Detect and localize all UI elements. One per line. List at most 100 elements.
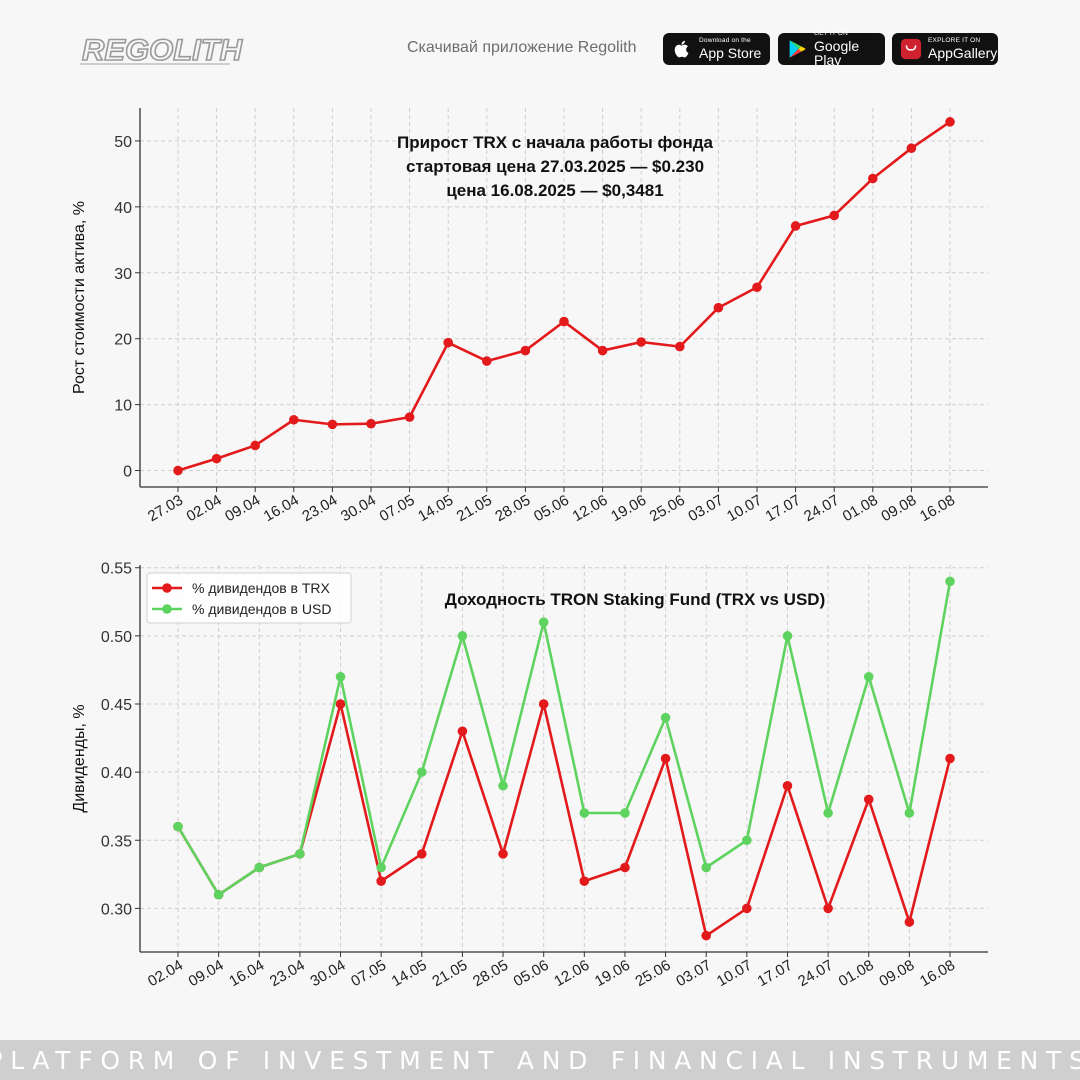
y-tick-label: 0.45 — [101, 697, 132, 714]
x-tick-label: 17.07 — [754, 957, 795, 990]
svg-text:REGOLITH: REGOLITH — [82, 34, 243, 67]
data-point — [782, 780, 793, 791]
x-tick-label: 10.07 — [714, 957, 755, 990]
data-point — [701, 862, 712, 873]
huawei-appgallery-icon — [900, 38, 922, 60]
data-point — [254, 862, 265, 873]
tagline: Скачивай приложение Regolith — [407, 39, 637, 56]
x-tick-label: 12.06 — [551, 957, 592, 990]
x-tick-label: 24.07 — [795, 957, 836, 990]
x-tick-label: 27.03 — [145, 492, 186, 525]
data-point — [660, 712, 671, 723]
apple-icon — [674, 40, 689, 58]
x-tick-label: 02.04 — [145, 957, 186, 990]
y-tick-label: 40 — [114, 200, 132, 217]
x-tick-label: 05.06 — [531, 492, 572, 525]
legend-label: % дивидендов в USD — [192, 601, 331, 617]
data-point — [701, 930, 712, 941]
data-point — [790, 221, 801, 231]
store-small-label: GET IT ON — [814, 29, 849, 37]
data-point — [823, 808, 833, 818]
series-1 — [173, 117, 955, 476]
header: REGOLITH Скачивай приложение Regolith Do… — [0, 0, 1080, 100]
data-point — [335, 671, 346, 682]
data-point — [713, 302, 724, 313]
x-tick-label: 25.06 — [633, 957, 674, 990]
x-tick-label: 21.05 — [454, 492, 495, 525]
data-point — [376, 876, 386, 886]
data-point — [597, 345, 608, 356]
store-small-label: EXPLORE IT ON — [928, 36, 981, 44]
data-point — [366, 418, 376, 429]
appgallery-button[interactable]: EXPLORE IT ON AppGallery — [892, 33, 998, 65]
legend-label: % дивидендов в TRX — [192, 580, 331, 596]
data-point — [863, 794, 874, 805]
y-tick-label: 50 — [114, 134, 132, 151]
y-tick-label: 0.30 — [101, 901, 132, 918]
data-point — [482, 356, 492, 366]
x-tick-label: 28.05 — [492, 492, 533, 525]
regolith-logo[interactable]: REGOLITH — [80, 26, 255, 70]
x-tick-label: 03.07 — [673, 957, 714, 990]
legend-swatch-marker — [162, 604, 172, 614]
series-2 — [173, 576, 955, 900]
y-tick-label: 0.35 — [101, 833, 132, 850]
chart-1: 0 10 20 30 40 50 27.0302.0409.0416.0423.0430.0… — [71, 108, 988, 525]
x-tick-label: 14.05 — [415, 492, 456, 525]
x-tick-label: 09.08 — [878, 492, 919, 525]
x-tick-label: 19.06 — [608, 492, 649, 525]
x-tick-label: 01.08 — [836, 957, 877, 990]
data-point — [823, 903, 833, 914]
store-small-label: Download on the — [699, 36, 751, 44]
data-point — [620, 862, 630, 873]
data-point — [498, 849, 508, 859]
data-point — [520, 345, 531, 356]
data-point — [173, 821, 183, 832]
x-tick-label: 02.04 — [184, 492, 225, 525]
google-play-button[interactable]: GET IT ON Google Play — [778, 29, 885, 69]
data-point — [742, 903, 752, 914]
data-point — [906, 143, 917, 154]
x-tick-label: 23.04 — [299, 492, 340, 525]
chart-title: Доходность TRON Staking Fund (TRX vs USD… — [445, 590, 825, 609]
y-tick-label: 20 — [114, 332, 132, 349]
data-point — [945, 753, 955, 764]
data-point — [945, 576, 955, 587]
y-axis-label: Рост стоимости актива, % — [71, 201, 88, 394]
y-tick-label: 0.50 — [101, 629, 132, 646]
x-tick-label: 30.04 — [338, 492, 379, 525]
series-1 — [173, 699, 955, 941]
x-tick-label: 16.08 — [917, 957, 958, 990]
data-point — [559, 316, 569, 327]
footer-text: PLATFORM OF INVESTMENT AND FINANCIAL INS… — [0, 1045, 1080, 1075]
x-tick-label: 09.04 — [222, 492, 263, 525]
y-tick-label: 0.40 — [101, 765, 132, 782]
grid — [140, 108, 988, 487]
charts-canvas: 0102030405027.0302.0409.0416.0423.0430.0… — [71, 108, 988, 990]
x-tick-label: 25.06 — [647, 492, 688, 525]
data-point — [752, 282, 762, 293]
app-store-button[interactable]: Download on the App Store — [663, 33, 770, 65]
data-point — [868, 173, 878, 184]
x-tick-label: 16.04 — [261, 492, 302, 525]
data-point — [376, 862, 386, 873]
data-point — [636, 337, 646, 347]
y-tick-label: 0 — [123, 464, 132, 481]
x-tick-label: 14.05 — [389, 957, 430, 990]
store-big-label: Google Play — [814, 38, 860, 69]
y-tick-label: 0.55 — [101, 561, 132, 578]
data-point — [457, 631, 468, 641]
data-point — [173, 465, 183, 476]
data-point — [620, 808, 630, 818]
data-point — [416, 849, 427, 859]
legend-box — [146, 572, 352, 624]
data-point — [863, 671, 874, 682]
chart-title-line: цена 16.08.2025 — $0,3481 — [446, 181, 663, 200]
x-tick-label: 23.04 — [267, 957, 308, 990]
x-tick-label: 01.08 — [840, 492, 881, 525]
series-line — [176, 581, 952, 897]
x-tick-label: 07.05 — [348, 957, 389, 990]
legend: % дивидендов в TRX % дивидендов в USD — [146, 572, 352, 624]
data-point — [742, 835, 752, 846]
